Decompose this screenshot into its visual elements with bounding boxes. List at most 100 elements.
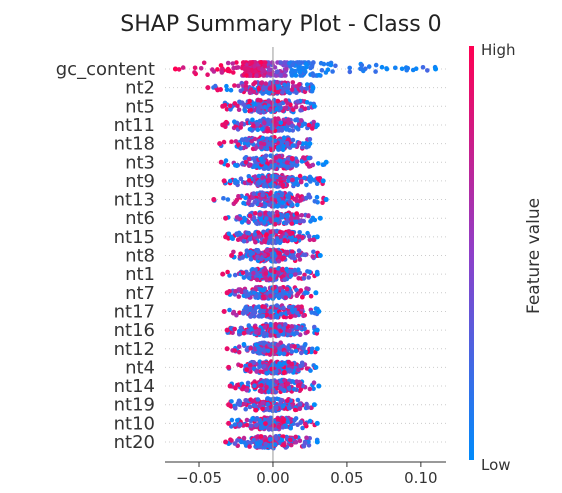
feature-labels: gc_contentnt2nt5nt11nt18nt3nt9nt13nt6nt1… bbox=[56, 59, 155, 453]
shap-point bbox=[264, 232, 269, 237]
shap-point bbox=[298, 198, 304, 203]
shap-point bbox=[433, 66, 439, 72]
shap-point bbox=[231, 249, 236, 255]
shap-point bbox=[262, 239, 268, 244]
shap-point bbox=[305, 405, 311, 410]
feature-label: nt2 bbox=[125, 78, 155, 99]
shap-point bbox=[306, 192, 312, 198]
shap-point bbox=[258, 434, 264, 439]
shap-point bbox=[241, 435, 247, 441]
shap-point bbox=[281, 314, 287, 320]
shap-point bbox=[404, 67, 410, 73]
shap-point bbox=[246, 104, 251, 109]
shap-point bbox=[310, 346, 315, 352]
shap-point bbox=[276, 333, 281, 338]
shap-point bbox=[253, 342, 259, 348]
shap-point bbox=[250, 309, 256, 315]
shap-point bbox=[269, 60, 275, 65]
shap-point bbox=[253, 407, 259, 413]
shap-point bbox=[236, 107, 242, 112]
shap-point bbox=[234, 215, 240, 220]
shap-point bbox=[226, 402, 232, 408]
shap-point bbox=[275, 60, 280, 65]
shap-point bbox=[373, 62, 379, 68]
shap-point bbox=[302, 68, 308, 74]
shap-point bbox=[245, 272, 251, 277]
shap-point bbox=[221, 196, 226, 201]
shap-point bbox=[280, 331, 286, 337]
shap-point bbox=[247, 162, 253, 168]
shap-point bbox=[278, 229, 283, 235]
shap-point bbox=[298, 288, 304, 293]
shap-point bbox=[257, 359, 263, 365]
shap-point bbox=[243, 289, 248, 294]
shap-point bbox=[301, 276, 307, 281]
feature-label: nt15 bbox=[114, 227, 155, 248]
shap-point bbox=[312, 199, 318, 204]
feature-label: nt3 bbox=[125, 152, 155, 173]
shap-point bbox=[236, 344, 242, 350]
shap-point bbox=[359, 62, 365, 68]
shap-point bbox=[294, 159, 300, 164]
shap-point bbox=[273, 434, 279, 439]
shap-point bbox=[227, 383, 233, 389]
shap-point bbox=[297, 140, 302, 146]
shap-point bbox=[243, 80, 249, 86]
shap-point bbox=[282, 82, 287, 88]
shap-point bbox=[280, 416, 286, 421]
feature-label: nt12 bbox=[114, 339, 155, 360]
shap-point bbox=[279, 191, 285, 196]
shap-point bbox=[303, 290, 309, 295]
shap-point bbox=[262, 104, 268, 110]
shap-point bbox=[278, 158, 283, 164]
shap-point bbox=[269, 324, 274, 329]
shap-point bbox=[306, 234, 312, 239]
shap-point bbox=[296, 248, 302, 253]
shap-point bbox=[304, 82, 310, 87]
shap-point bbox=[263, 438, 269, 444]
shap-point bbox=[308, 368, 313, 373]
shap-point bbox=[312, 324, 317, 330]
shap-point bbox=[274, 303, 280, 308]
shap-point bbox=[244, 367, 249, 372]
shap-point bbox=[253, 239, 258, 245]
shap-point bbox=[316, 72, 322, 78]
colorbar-low-label: Low bbox=[481, 456, 511, 474]
shap-point bbox=[237, 328, 242, 334]
shap-point bbox=[278, 328, 284, 334]
shap-point bbox=[205, 85, 211, 91]
shap-point bbox=[399, 66, 405, 72]
shap-point bbox=[317, 253, 323, 258]
shap-point bbox=[289, 221, 295, 226]
shap-point bbox=[268, 159, 274, 164]
shap-point bbox=[243, 66, 248, 72]
shap-point bbox=[248, 346, 253, 351]
shap-point bbox=[249, 60, 255, 65]
shap-point bbox=[283, 295, 289, 301]
shap-point bbox=[347, 69, 353, 75]
shap-point bbox=[273, 73, 279, 78]
shap-point bbox=[251, 123, 256, 128]
shap-point bbox=[265, 128, 270, 134]
shap-point bbox=[280, 200, 286, 205]
shap-point bbox=[232, 441, 238, 446]
shap-point bbox=[289, 308, 295, 313]
shap-point bbox=[296, 267, 301, 273]
shap-point bbox=[233, 406, 238, 411]
shap-point bbox=[308, 293, 314, 299]
shap-point bbox=[238, 125, 243, 130]
shap-point bbox=[307, 141, 313, 147]
shap-point bbox=[180, 65, 186, 70]
shap-point bbox=[198, 66, 204, 71]
shap-point bbox=[384, 66, 389, 71]
shap-point bbox=[260, 192, 266, 198]
shap-point bbox=[297, 60, 302, 65]
feature-label: nt10 bbox=[114, 413, 155, 434]
shap-point bbox=[304, 435, 309, 441]
shap-point bbox=[268, 293, 273, 299]
shap-point bbox=[306, 155, 312, 161]
x-tick-label: 0.00 bbox=[256, 469, 289, 487]
shap-point bbox=[238, 438, 244, 444]
shap-point bbox=[239, 220, 245, 225]
shap-point bbox=[229, 253, 235, 258]
